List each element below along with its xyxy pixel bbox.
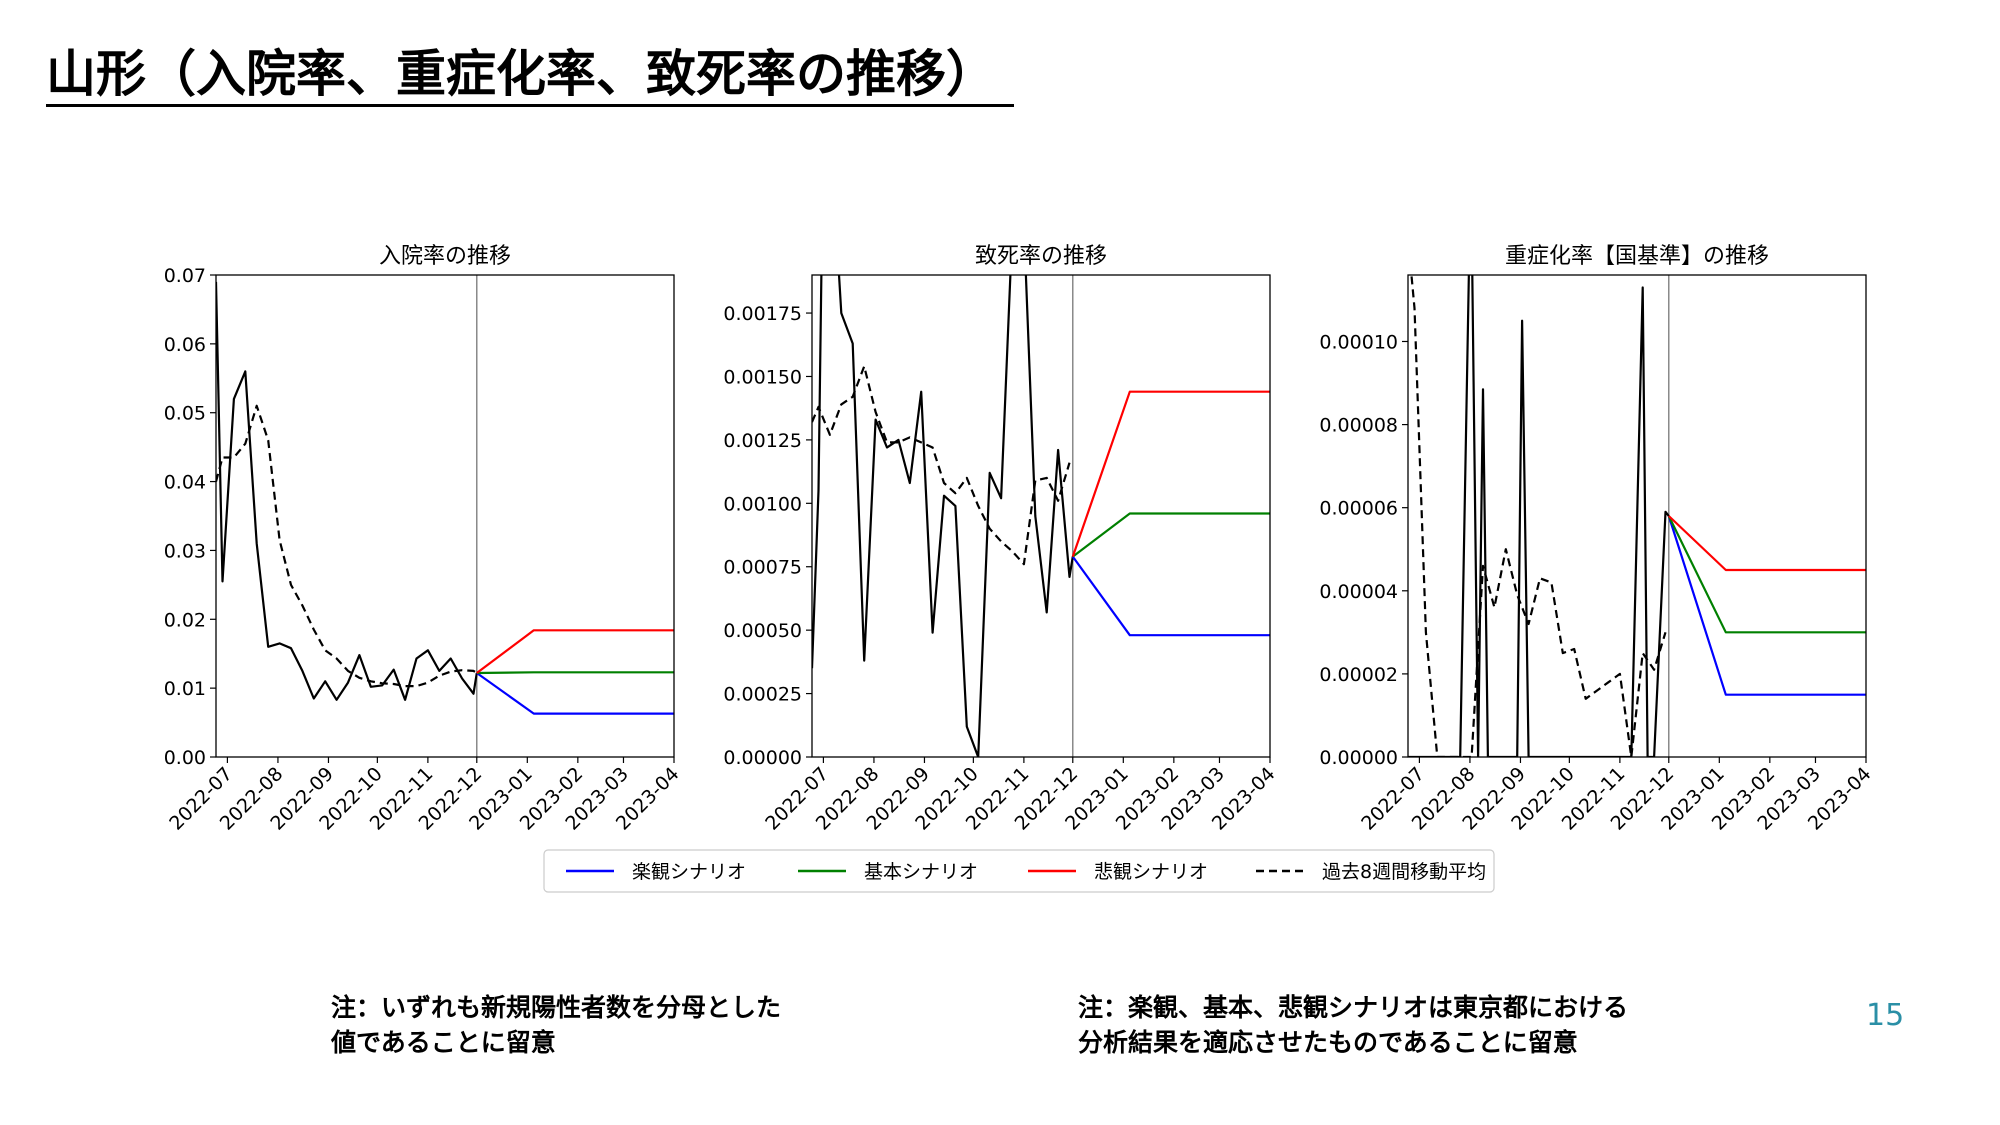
note-left-line-1: 注：いずれも新規陽性者数を分母とした bbox=[331, 993, 782, 1022]
series-line bbox=[1071, 390, 1270, 557]
series-line bbox=[216, 404, 478, 688]
note-left: 注：いずれも新規陽性者数を分母とした 値であることに留意 bbox=[331, 990, 781, 1060]
series-line bbox=[1667, 515, 1866, 696]
series-line bbox=[1667, 515, 1866, 634]
y-tick-label: 0.00150 bbox=[723, 366, 802, 388]
y-tick-label: 0.00075 bbox=[723, 557, 802, 579]
chart-title: 致死率の推移 bbox=[975, 244, 1107, 269]
y-tick-label: 0.00006 bbox=[1319, 498, 1398, 520]
y-tick-label: 0.05 bbox=[164, 403, 206, 425]
y-tick-label: 0.06 bbox=[164, 334, 206, 356]
y-tick-label: 0.03 bbox=[164, 540, 206, 562]
chart-2: 致死率の推移 0.00000 0.00025 0.00050 0.00075 0.0010… bbox=[723, 244, 1279, 835]
plot-area bbox=[216, 275, 674, 757]
legend-frame bbox=[543, 849, 1495, 893]
axes-frame bbox=[811, 274, 1271, 758]
y-tick-label: 0.01 bbox=[164, 678, 206, 700]
slide-title: 山形（入院率、重症化率、致死率の推移） bbox=[46, 44, 1014, 107]
series-line bbox=[476, 671, 674, 675]
chart-title: 重症化率【国基準】の推移 bbox=[1505, 244, 1769, 269]
y-tick-label: 0.00175 bbox=[723, 303, 802, 325]
y-tick-label: 0.00004 bbox=[1319, 581, 1398, 603]
note-right-line-1: 注：楽観、基本、悲観シナリオは東京都における bbox=[1078, 993, 1629, 1022]
y-tick-label: 0.02 bbox=[164, 609, 206, 631]
y-tick-label: 0.00 bbox=[164, 747, 206, 769]
y-tick-label: 0.00025 bbox=[723, 684, 802, 706]
series-line bbox=[1071, 555, 1270, 637]
y-tick-label: 0.07 bbox=[164, 265, 206, 287]
plot-area bbox=[1408, 275, 1866, 757]
chart-3: 重症化率【国基準】の推移 0.00000 0.00002 0.00004 0.00006… bbox=[1319, 244, 1875, 835]
plot-area bbox=[812, 275, 1270, 757]
legend-label: 楽観シナリオ bbox=[632, 861, 746, 883]
series-line bbox=[1668, 515, 1866, 572]
legend: 楽観シナリオ 基本シナリオ 悲観シナリオ 過去8週間移動平均 bbox=[543, 849, 1495, 893]
series-line bbox=[812, 275, 1074, 757]
y-tick-label: 0.00010 bbox=[1319, 331, 1398, 353]
y-tick-label: 0.00050 bbox=[723, 620, 802, 642]
chart-title: 入院率の推移 bbox=[379, 244, 511, 269]
series-line bbox=[476, 672, 674, 715]
y-tick-label: 0.00125 bbox=[723, 430, 802, 452]
axes-frame bbox=[215, 274, 675, 758]
series-line bbox=[1072, 512, 1270, 558]
series-line bbox=[1410, 275, 1667, 757]
series-line bbox=[812, 365, 1071, 566]
note-left-line-2: 値であることに留意 bbox=[331, 1028, 556, 1057]
series-line bbox=[216, 281, 478, 701]
note-right-line-2: 分析結果を適応させたものであることに留意 bbox=[1078, 1028, 1578, 1057]
chart-1: 入院率の推移0.000.010.020.030.040.050.060.0720… bbox=[164, 244, 684, 835]
y-tick-label: 0.00002 bbox=[1319, 664, 1398, 686]
y-tick-label: 0.00000 bbox=[1319, 747, 1398, 769]
page-number: 15 bbox=[1866, 998, 1905, 1033]
legend-label: 基本シナリオ bbox=[864, 861, 978, 883]
y-tick-label: 0.00100 bbox=[723, 493, 802, 515]
series-line bbox=[1408, 275, 1670, 757]
y-tick-label: 0.00008 bbox=[1319, 415, 1398, 437]
axes-frame bbox=[1407, 274, 1867, 758]
legend-label: 悲観シナリオ bbox=[1094, 861, 1208, 883]
y-tick-label: 0.00000 bbox=[723, 747, 802, 769]
y-tick-label: 0.04 bbox=[164, 472, 206, 494]
legend-label: 過去8週間移動平均 bbox=[1322, 861, 1486, 883]
note-right: 注：楽観、基本、悲観シナリオは東京都における 分析結果を適応させたものであること… bbox=[1078, 990, 1628, 1060]
series-line bbox=[476, 629, 674, 674]
